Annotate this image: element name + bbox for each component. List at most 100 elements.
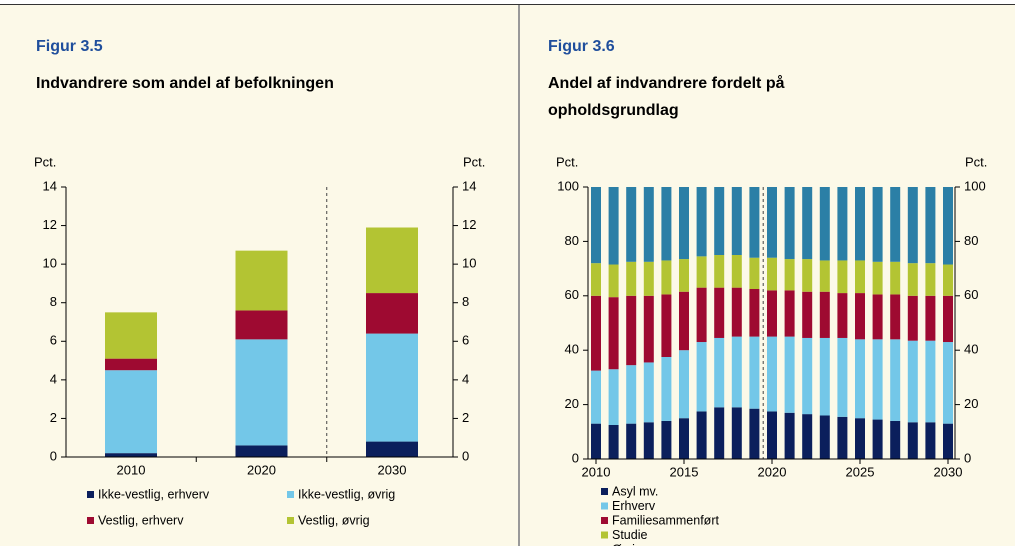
bar-segment: [366, 293, 418, 334]
y-tick-label: 12: [43, 217, 57, 232]
bar-segment: [626, 365, 637, 424]
bar-segment: [907, 263, 918, 296]
bar-segment: [767, 411, 777, 459]
legend-label: Erhverv: [612, 499, 656, 513]
x-tick-label: 2010: [117, 462, 146, 477]
bar-segment: [802, 187, 813, 260]
y2-tick-label: 0: [462, 448, 469, 463]
bar-segment: [890, 187, 901, 262]
bar-segment: [943, 187, 953, 265]
bar-segment: [626, 423, 637, 459]
y-tick-label: 6: [50, 333, 57, 348]
bar-segment: [626, 261, 637, 296]
y-axis-label: Pct.: [34, 154, 56, 169]
bar-segment: [608, 425, 619, 459]
bar-segment: [661, 420, 672, 459]
bar-segment: [696, 187, 707, 257]
y2-tick-label: 80: [964, 233, 978, 248]
bar-segment: [731, 287, 742, 337]
bar-segment: [872, 339, 883, 420]
bar-segment: [890, 294, 901, 340]
legend-label: Ikke-vestlig, øvrig: [298, 487, 395, 501]
bar-segment: [696, 342, 707, 412]
bar-segment: [943, 423, 953, 459]
bar-segment: [802, 259, 813, 292]
chart-title: Andel af indvandrere fordelt på opholdsg…: [548, 75, 785, 119]
bar-segment: [714, 337, 725, 408]
bar-segment: [696, 287, 707, 343]
bar-segment: [366, 333, 418, 442]
y2-tick-label: 2: [462, 410, 469, 425]
legend-label: Vestlig, øvrig: [298, 513, 370, 527]
bar-segment: [837, 416, 848, 459]
legend-label: Familiesammenført: [612, 513, 719, 527]
bar-segment: [855, 293, 865, 340]
y-tick-label: 40: [565, 342, 579, 357]
legend-swatch: [601, 531, 608, 539]
bar-segment: [696, 411, 707, 459]
bar-segment: [661, 187, 672, 261]
bar-segment: [819, 260, 830, 292]
legend-swatch: [87, 491, 94, 498]
y2-tick-label: 100: [964, 178, 986, 193]
bar-segment: [819, 337, 830, 416]
bar-segment: [591, 187, 601, 264]
bar-segment: [749, 257, 760, 289]
bar-segment: [767, 187, 777, 258]
bar-segment: [105, 370, 157, 454]
bar-segment: [802, 291, 813, 338]
x-tick-label: 2030: [378, 462, 407, 477]
bar-segment: [855, 260, 865, 294]
bar-segment: [591, 295, 601, 371]
bar-segment: [925, 340, 936, 423]
bar-segment: [679, 291, 689, 351]
bar-segment: [591, 370, 601, 424]
bar-segment: [714, 407, 725, 459]
bar-segment: [784, 187, 795, 260]
legend-label: Asyl mv.: [612, 484, 658, 498]
bar-segment: [643, 295, 654, 363]
y-axis-label: Pct.: [556, 154, 578, 169]
bar-segment: [105, 453, 157, 457]
y2-tick-label: 10: [462, 256, 476, 271]
x-tick-label: 2025: [846, 464, 875, 479]
bar-segment: [749, 336, 760, 409]
bar-segment: [731, 187, 742, 255]
chart-title: Indvandrere som andel af befolkningen: [36, 75, 334, 92]
y2-tick-label: 8: [462, 294, 469, 309]
y2-tick-label: 40: [964, 342, 978, 357]
bar-segment: [105, 312, 157, 359]
bar-segment: [105, 358, 157, 371]
bar-segment: [591, 423, 601, 459]
bar-segment: [235, 339, 288, 446]
bar-segment: [784, 290, 795, 337]
bar-segment: [837, 337, 848, 417]
bar-segment: [872, 261, 883, 295]
y-tick-label: 14: [43, 178, 57, 193]
bar-segment: [679, 187, 689, 260]
bar-segment: [731, 255, 742, 288]
bar-segment: [767, 290, 777, 337]
bar-segment: [890, 420, 901, 459]
x-tick-label: 2020: [758, 464, 787, 479]
x-tick-label: 2030: [934, 464, 963, 479]
bar-segment: [591, 263, 601, 296]
bar-segment: [819, 187, 830, 261]
bar-segment: [943, 295, 953, 343]
legend-swatch: [87, 517, 94, 524]
legend-label: Øvrig: [612, 542, 642, 546]
figure-label: Figur 3.6: [548, 38, 615, 55]
bar-segment: [643, 362, 654, 423]
bar-segment: [784, 336, 795, 413]
legend-swatch: [601, 488, 608, 495]
bar-segment: [943, 342, 953, 424]
y2-tick-label: 12: [462, 217, 476, 232]
bar-segment: [925, 187, 936, 264]
y-tick-label: 100: [557, 178, 579, 193]
bar-segment: [767, 257, 777, 291]
y-tick-label: 0: [50, 448, 57, 463]
y-tick-label: 2: [50, 410, 57, 425]
bar-segment: [943, 264, 953, 296]
x-tick-label: 2020: [247, 462, 276, 477]
